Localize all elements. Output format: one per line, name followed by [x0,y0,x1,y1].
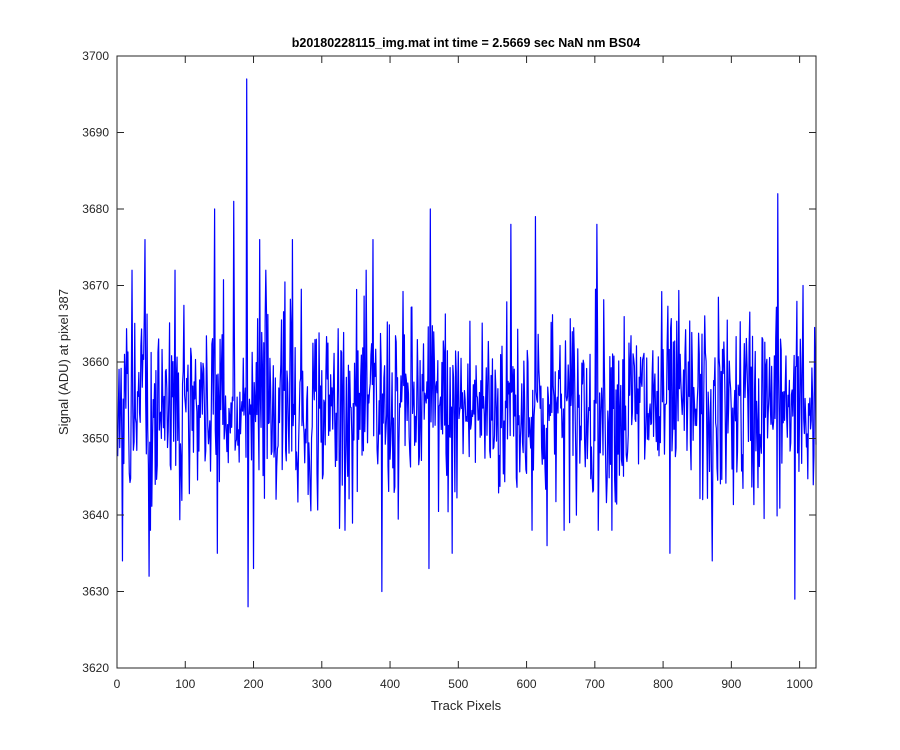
x-tick-label: 200 [244,677,264,691]
x-tick-label: 1000 [786,677,813,691]
x-tick-label: 300 [312,677,332,691]
y-tick-label: 3650 [82,432,109,446]
y-tick-label: 3630 [82,585,109,599]
y-tick-label: 3660 [82,355,109,369]
y-axis: 3620 3630 3640 3650 3660 3670 3680 3690 3700 [82,49,816,675]
x-axis: 0 100 200 300 400 500 600 700 800 900 1000 [114,56,813,691]
signal-series-line [117,78,817,608]
x-tick-label: 700 [585,677,605,691]
x-tick-label: 400 [380,677,400,691]
y-tick-label: 3700 [82,49,109,63]
y-tick-label: 3670 [82,279,109,293]
x-tick-label: 900 [721,677,741,691]
x-tick-label: 0 [114,677,121,691]
y-tick-label: 3620 [82,661,109,675]
x-axis-label: Track Pixels [431,698,502,713]
y-tick-label: 3690 [82,126,109,140]
chart-title: b20180228115_img.mat int time = 2.5669 s… [292,36,641,50]
x-tick-label: 500 [448,677,468,691]
y-tick-label: 3680 [82,202,109,216]
x-tick-label: 600 [517,677,537,691]
y-tick-label: 3640 [82,508,109,522]
x-tick-label: 800 [653,677,673,691]
plot-frame [116,55,817,669]
y-axis-label: Signal (ADU) at pixel 387 [56,289,71,435]
x-tick-label: 100 [175,677,195,691]
